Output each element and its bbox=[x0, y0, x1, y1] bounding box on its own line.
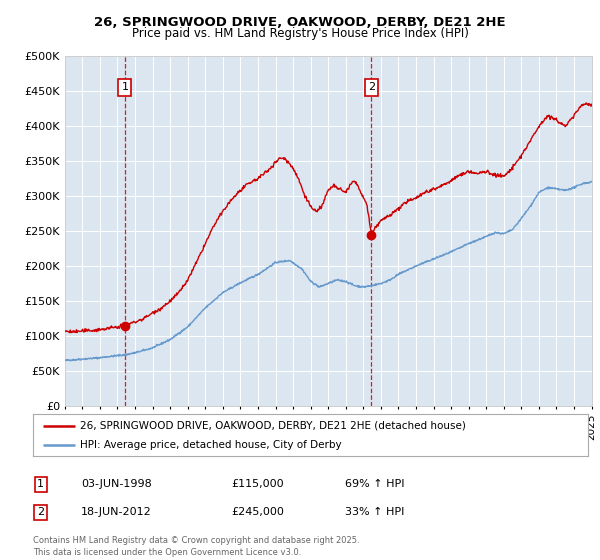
Text: 26, SPRINGWOOD DRIVE, OAKWOOD, DERBY, DE21 2HE: 26, SPRINGWOOD DRIVE, OAKWOOD, DERBY, DE… bbox=[94, 16, 506, 29]
Text: 69% ↑ HPI: 69% ↑ HPI bbox=[345, 479, 404, 489]
Text: HPI: Average price, detached house, City of Derby: HPI: Average price, detached house, City… bbox=[80, 440, 342, 450]
Text: 18-JUN-2012: 18-JUN-2012 bbox=[81, 507, 152, 517]
Text: 2: 2 bbox=[368, 82, 375, 92]
Text: 1: 1 bbox=[121, 82, 128, 92]
Text: 26, SPRINGWOOD DRIVE, OAKWOOD, DERBY, DE21 2HE (detached house): 26, SPRINGWOOD DRIVE, OAKWOOD, DERBY, DE… bbox=[80, 421, 466, 431]
Text: £115,000: £115,000 bbox=[231, 479, 284, 489]
Text: Price paid vs. HM Land Registry's House Price Index (HPI): Price paid vs. HM Land Registry's House … bbox=[131, 27, 469, 40]
Text: 2: 2 bbox=[37, 507, 44, 517]
Text: 1: 1 bbox=[37, 479, 44, 489]
Text: 33% ↑ HPI: 33% ↑ HPI bbox=[345, 507, 404, 517]
Text: 03-JUN-1998: 03-JUN-1998 bbox=[81, 479, 152, 489]
Text: £245,000: £245,000 bbox=[231, 507, 284, 517]
Text: Contains HM Land Registry data © Crown copyright and database right 2025.
This d: Contains HM Land Registry data © Crown c… bbox=[33, 536, 359, 557]
